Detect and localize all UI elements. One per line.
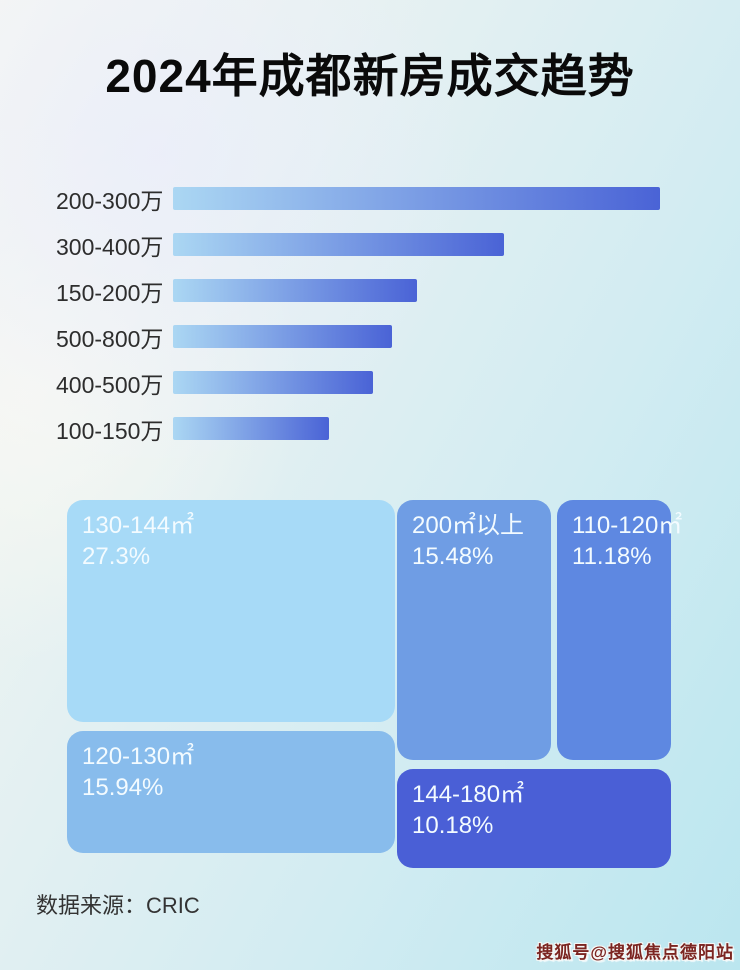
treemap-block-label: 200㎡以上 xyxy=(412,512,525,539)
treemap-block-120-130: 120-130㎡ 15.94% xyxy=(67,731,395,853)
treemap-block-144-180: 144-180㎡ 10.18% xyxy=(397,769,671,868)
bar xyxy=(173,417,329,440)
bar-category-label: 500-800万 xyxy=(56,325,164,352)
bar-row: 150-200万 xyxy=(0,279,740,306)
bar-category-label: 300-400万 xyxy=(56,233,164,260)
treemap-block-label: 130-144㎡ xyxy=(82,512,195,539)
bar xyxy=(173,279,417,302)
treemap-block-value: 15.48% xyxy=(412,543,494,570)
bar xyxy=(173,325,392,348)
treemap-block-value: 10.18% xyxy=(412,812,494,839)
bar xyxy=(173,371,373,394)
treemap-block-130-144: 130-144㎡ 27.3% xyxy=(67,500,395,722)
bar-row: 100-150万 xyxy=(0,417,740,444)
unit-area-treemap: 130-144㎡ 27.3% 200㎡以上 15.48% 120-130㎡ 15… xyxy=(65,498,683,870)
bar-row: 400-500万 xyxy=(0,371,740,398)
price-range-bar-chart: 200-300万 300-400万 150-200万 500-800万 400-500万… xyxy=(0,187,740,463)
bar-row: 300-400万 xyxy=(0,233,740,260)
treemap-block-110-120: 110-120㎡ 11.18% xyxy=(557,500,683,760)
bar-category-label: 150-200万 xyxy=(56,279,164,306)
bar xyxy=(173,233,504,256)
treemap-block-label: 120-130㎡ xyxy=(82,743,195,770)
bar-category-label: 100-150万 xyxy=(56,417,164,444)
treemap-block-200-plus: 200㎡以上 15.48% xyxy=(397,500,551,760)
data-source-note: 数据来源：CRIC xyxy=(36,893,200,918)
page-title: 2024年成都新房成交趋势 xyxy=(105,50,635,102)
bar-category-label: 200-300万 xyxy=(56,187,164,214)
bar-row: 200-300万 xyxy=(0,187,740,214)
treemap-block-value: 15.94% xyxy=(82,774,164,801)
bar-row: 500-800万 xyxy=(0,325,740,352)
bar-category-label: 400-500万 xyxy=(56,371,164,398)
watermark-text: 搜狐号@搜狐焦点德阳站 xyxy=(536,943,734,962)
treemap-block-label: 144-180㎡ xyxy=(412,781,525,808)
treemap-block-value: 11.18% xyxy=(572,543,652,570)
treemap-block-label: 110-120㎡ xyxy=(572,512,683,539)
treemap-block-value: 27.3% xyxy=(82,543,151,570)
bar xyxy=(173,187,660,210)
